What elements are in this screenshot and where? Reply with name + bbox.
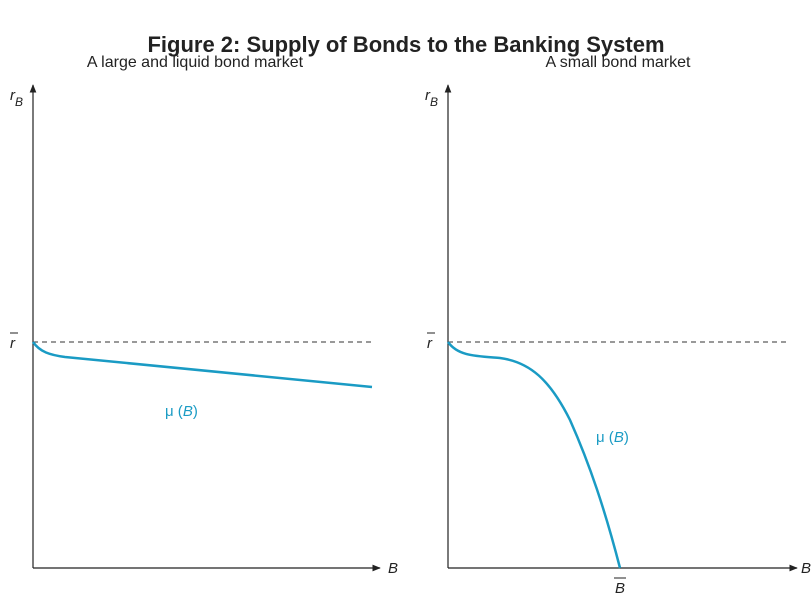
y-label: rB — [425, 87, 438, 109]
curve — [446, 341, 622, 569]
limit-label: B — [615, 580, 625, 597]
subtitle: A small bond market — [546, 54, 692, 71]
curve — [31, 341, 373, 389]
panel-right: A small bond market rB B r μ (B) B — [425, 54, 811, 597]
panel-left: A large and liquid bond market rB B r μ … — [10, 54, 398, 577]
curve-label: μ (B) — [596, 429, 629, 446]
x-label: B — [388, 560, 398, 577]
reference-label: r — [427, 335, 433, 352]
title: Figure 2: Supply of Bonds to the Banking… — [147, 32, 664, 57]
subtitle: A large and liquid bond market — [87, 54, 304, 71]
curve-label: μ (B) — [165, 403, 198, 420]
reference-label: r — [10, 335, 16, 352]
y-label: rB — [10, 87, 23, 109]
x-label: B — [801, 560, 811, 577]
